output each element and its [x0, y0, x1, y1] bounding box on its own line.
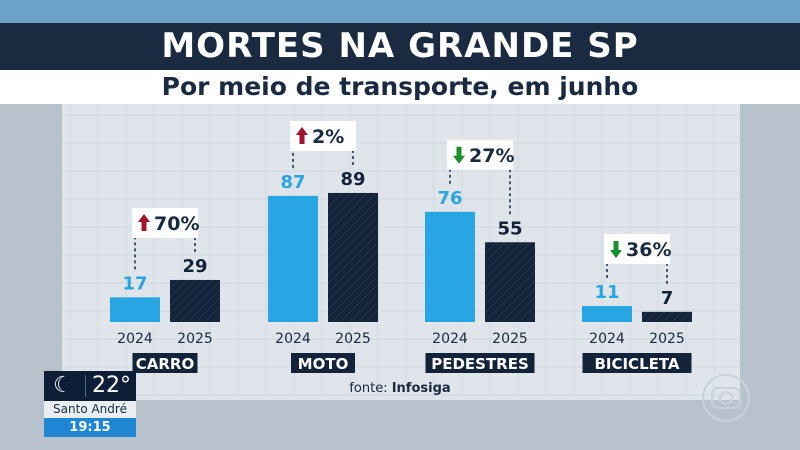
arrow-down-icon — [453, 146, 465, 164]
weather-temperature: 22° — [92, 373, 131, 398]
data-label-2024: 11 — [594, 282, 619, 303]
data-label-2025: 89 — [340, 169, 365, 190]
tick-label: 2025 — [649, 331, 685, 347]
bar-2024-carro — [110, 297, 160, 322]
category-label: MOTO — [298, 355, 349, 373]
data-label-2024: 76 — [437, 188, 462, 209]
tick-label: 2024 — [432, 331, 468, 347]
weather-divider — [85, 375, 86, 397]
weather-city: Santo André — [44, 401, 136, 418]
change-percent-label: 36% — [626, 239, 671, 261]
source-label: fonte: — [349, 381, 391, 396]
weather-header — [44, 371, 136, 401]
data-label-2024: 17 — [122, 273, 147, 294]
moon-icon: ☾ — [53, 373, 73, 398]
bar-2024-pedestres — [425, 211, 475, 322]
category-label-box — [291, 353, 355, 373]
arrow-up-icon — [138, 213, 150, 231]
data-label-2025: 7 — [661, 288, 674, 309]
data-label-2025: 55 — [497, 218, 522, 239]
arrow-up-icon — [296, 126, 308, 144]
tick-label: 2025 — [177, 331, 213, 347]
source-name: Infosiga — [392, 381, 451, 396]
bar-2024-bicicleta — [582, 306, 632, 322]
weather-time: 19:15 — [44, 418, 136, 437]
chart-title: MORTES NA GRANDE SP — [161, 26, 639, 66]
bar-2025-bicicleta — [642, 311, 692, 322]
title-band — [0, 23, 800, 70]
weather-widget: ☾ 22° Santo André 19:15 — [44, 371, 136, 437]
category-label-box — [425, 353, 535, 373]
bar-2025-moto — [328, 192, 378, 322]
source-note: fonte: Infosiga — [349, 381, 450, 396]
change-percent-label: 27% — [469, 145, 514, 167]
tick-label: 2025 — [492, 331, 528, 347]
change-percent-label: 2% — [312, 126, 344, 148]
tick-label: 2024 — [117, 331, 153, 347]
tick-label: 2024 — [275, 331, 311, 347]
tick-label: 2024 — [589, 331, 625, 347]
change-percent-label: 70% — [154, 213, 199, 235]
category-label: PEDESTRES — [431, 355, 529, 373]
subtitle-band — [0, 70, 800, 104]
arrow-down-icon — [610, 241, 622, 259]
bar-2025-carro — [170, 279, 220, 322]
bar-2024-moto — [268, 195, 318, 322]
category-label: BICICLETA — [594, 355, 679, 373]
broadcaster-logo-icon — [702, 374, 750, 422]
category-label-box — [582, 353, 692, 373]
bar-2025-pedestres — [485, 242, 535, 322]
chart-subtitle: Por meio de transporte, em junho — [161, 72, 639, 101]
data-label-2025: 29 — [182, 256, 207, 277]
category-label-box — [132, 353, 198, 373]
tick-label: 2025 — [335, 331, 371, 347]
top-stripe — [0, 0, 800, 23]
category-label: CARRO — [136, 355, 194, 373]
data-label-2024: 87 — [280, 172, 305, 193]
